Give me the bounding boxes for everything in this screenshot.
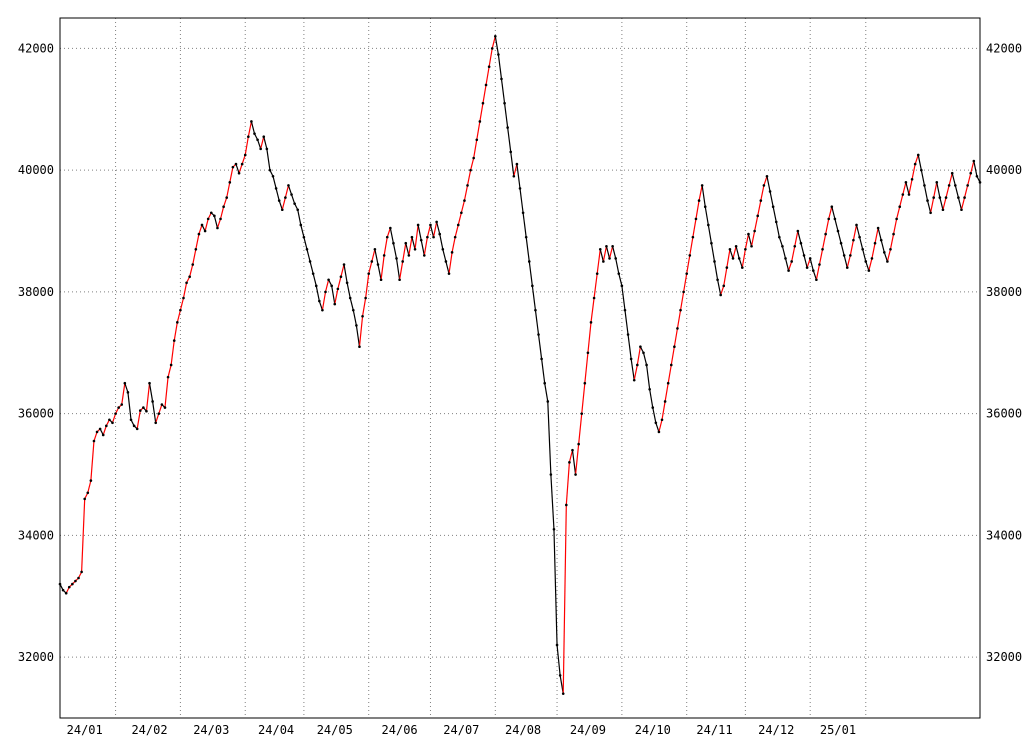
svg-text:38000: 38000 bbox=[18, 285, 54, 299]
svg-text:42000: 42000 bbox=[986, 41, 1022, 55]
svg-text:24/05: 24/05 bbox=[317, 723, 353, 737]
svg-text:24/01: 24/01 bbox=[67, 723, 103, 737]
svg-text:24/12: 24/12 bbox=[758, 723, 794, 737]
svg-text:24/09: 24/09 bbox=[570, 723, 606, 737]
svg-text:40000: 40000 bbox=[986, 163, 1022, 177]
svg-text:24/11: 24/11 bbox=[696, 723, 732, 737]
svg-text:24/04: 24/04 bbox=[258, 723, 294, 737]
svg-text:24/06: 24/06 bbox=[382, 723, 418, 737]
svg-text:34000: 34000 bbox=[18, 528, 54, 542]
svg-text:32000: 32000 bbox=[986, 650, 1022, 664]
svg-text:40000: 40000 bbox=[18, 163, 54, 177]
svg-text:36000: 36000 bbox=[18, 407, 54, 421]
svg-text:24/08: 24/08 bbox=[505, 723, 541, 737]
svg-text:42000: 42000 bbox=[18, 41, 54, 55]
svg-text:24/03: 24/03 bbox=[193, 723, 229, 737]
svg-text:32000: 32000 bbox=[18, 650, 54, 664]
svg-text:24/10: 24/10 bbox=[635, 723, 671, 737]
price-chart: 32000 32000 34000 34000 36000 36000 38000 38000… bbox=[0, 0, 1024, 745]
svg-text:25/01: 25/01 bbox=[820, 723, 856, 737]
svg-text:34000: 34000 bbox=[986, 528, 1022, 542]
svg-text:38000: 38000 bbox=[986, 285, 1022, 299]
svg-text:36000: 36000 bbox=[986, 407, 1022, 421]
svg-text:24/07: 24/07 bbox=[443, 723, 479, 737]
svg-text:24/02: 24/02 bbox=[131, 723, 167, 737]
